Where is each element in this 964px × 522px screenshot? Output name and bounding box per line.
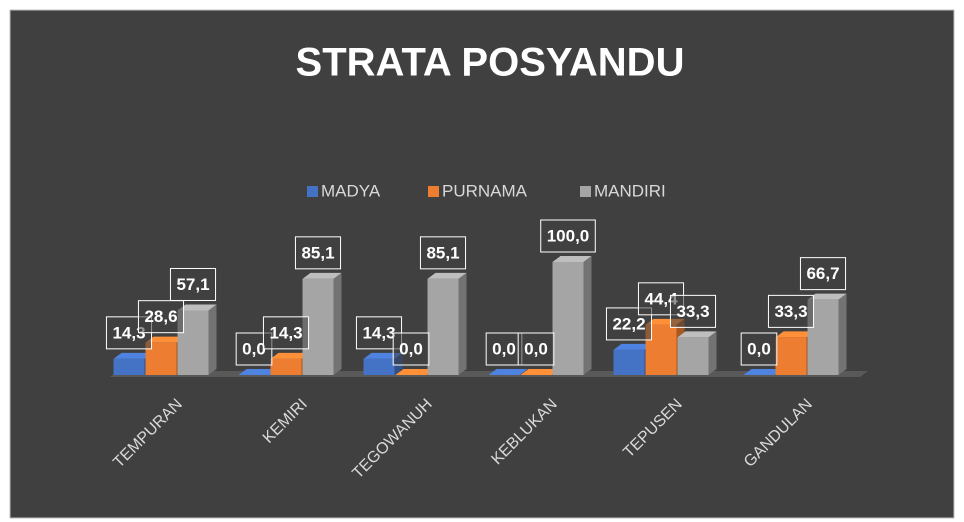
bar [613, 349, 645, 375]
bar [113, 358, 145, 375]
bar-side [333, 272, 342, 375]
bar-top [488, 369, 528, 375]
data-label: 85,1 [426, 243, 459, 262]
data-label-box [485, 332, 523, 366]
legend-label: PURNAMA [442, 181, 528, 200]
data-label: 0,0 [399, 339, 423, 358]
legend-marker [307, 186, 318, 197]
data-label-box [169, 267, 217, 301]
data-label: 0,0 [492, 339, 516, 358]
bar-side [838, 293, 847, 375]
data-label-box [294, 236, 342, 270]
legend-label: MADYA [321, 181, 381, 200]
data-label: 57,1 [176, 275, 209, 294]
data-label-box [540, 219, 596, 253]
bar [552, 262, 584, 375]
bar-top [613, 343, 653, 350]
bar-side [708, 331, 717, 375]
data-label: 100,0 [547, 226, 590, 245]
bar-top [520, 369, 560, 375]
bar [427, 278, 459, 375]
bar-top [113, 352, 153, 359]
bar-side [458, 272, 467, 375]
data-label-box [419, 236, 467, 270]
chart-title: STRATA POSYANDU [296, 41, 685, 85]
bar-top [807, 293, 847, 300]
data-label: 85,1 [301, 243, 334, 262]
data-label-box [262, 316, 310, 350]
bar-top [395, 369, 435, 375]
data-label-box [740, 332, 778, 366]
bar-top [177, 304, 217, 311]
data-label-box [517, 332, 555, 366]
chart-area [9, 9, 955, 519]
data-label: 33,3 [774, 302, 807, 321]
bar [270, 358, 302, 375]
bar-top [743, 369, 783, 375]
data-label: 28,6 [144, 307, 177, 326]
data-label-box [799, 257, 847, 291]
bar [363, 358, 395, 375]
bar-top [775, 331, 815, 338]
data-label: 0,0 [524, 339, 548, 358]
data-label: 66,7 [806, 264, 839, 283]
bar-side [208, 304, 217, 375]
bar-top [270, 352, 310, 359]
data-label-box [669, 294, 717, 328]
bar-top [677, 331, 717, 338]
data-label: 14,3 [362, 323, 395, 342]
data-label: 14,3 [112, 323, 145, 342]
data-label-box [392, 332, 430, 366]
data-label: 0,0 [242, 339, 266, 358]
bar-top [302, 272, 342, 279]
data-label: 33,3 [676, 302, 709, 321]
data-label: 44,4 [644, 289, 678, 308]
bar-top [552, 256, 592, 262]
legend-marker [580, 186, 591, 197]
legend-marker [428, 186, 439, 197]
data-label-box [767, 294, 815, 328]
data-label-box [137, 300, 185, 334]
data-label: 14,3 [269, 323, 302, 342]
bar-top [427, 272, 467, 279]
bar [677, 337, 709, 375]
bar-top [238, 369, 278, 375]
data-label: 22,2 [612, 314, 645, 333]
legend-label: MANDIRI [594, 181, 666, 200]
data-label: 0,0 [747, 339, 771, 358]
bar-top [145, 336, 185, 343]
bar-side [583, 256, 592, 375]
bar [775, 337, 807, 375]
